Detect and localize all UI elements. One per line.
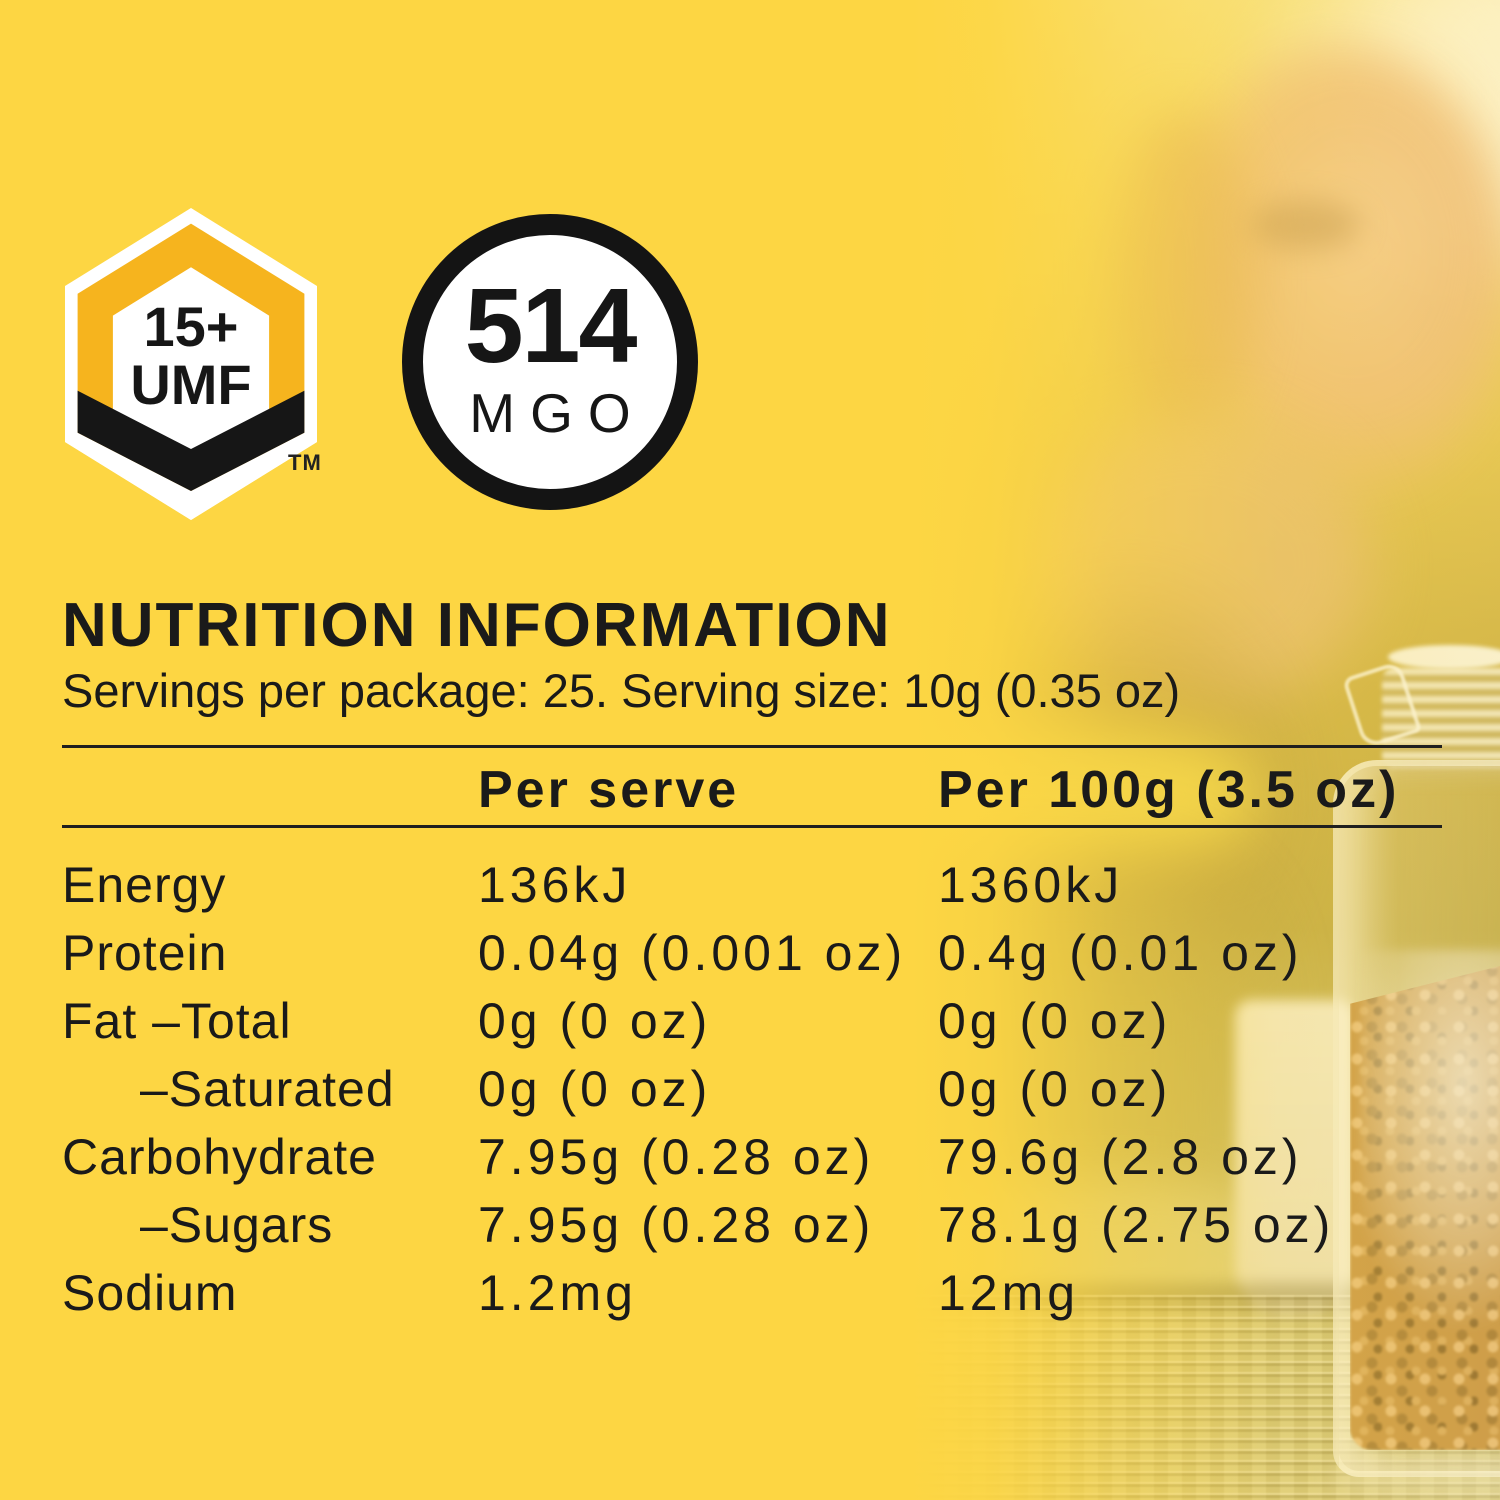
row-per-serve-value: 7.95g (0.28 oz)	[478, 1197, 875, 1253]
umf-trademark: TM	[288, 450, 322, 475]
row-per-100g-value: 79.6g (2.8 oz)	[938, 1129, 1303, 1185]
photo-yellow-wash	[860, 0, 1500, 1500]
table-row: Carbohydrate 7.95g (0.28 oz) 79.6g (2.8 …	[0, 1128, 1500, 1196]
row-label: Energy	[62, 857, 227, 913]
mgo-badge: 514 MGO	[402, 214, 698, 510]
row-per-serve-value: 0g (0 oz)	[478, 1061, 712, 1117]
table-row: Energy 136kJ 1360kJ	[0, 856, 1500, 924]
umf-label: UMF	[130, 353, 251, 416]
mgo-label: MGO	[469, 381, 646, 444]
nutrition-title: NUTRITION INFORMATION	[62, 591, 892, 660]
row-per-serve-value: 0g (0 oz)	[478, 993, 712, 1049]
nutrition-table: Energy 136kJ 1360kJ Protein 0.04g (0.001…	[0, 856, 1500, 1332]
background-photo	[860, 0, 1500, 1500]
row-per-100g-value: 0g (0 oz)	[938, 1061, 1172, 1117]
row-per-100g-value: 12mg	[938, 1265, 1080, 1321]
column-header-per-100g: Per 100g (3.5 oz)	[938, 761, 1400, 819]
umf-chevron	[77, 376, 305, 491]
row-per-serve-value: 1.2mg	[478, 1265, 637, 1321]
row-label: Fat –Total	[62, 993, 292, 1049]
row-per-100g-value: 78.1g (2.75 oz)	[938, 1197, 1335, 1253]
table-row: Sodium 1.2mg 12mg	[0, 1264, 1500, 1332]
table-row: Fat –Total 0g (0 oz) 0g (0 oz)	[0, 992, 1500, 1060]
row-per-100g-value: 0.4g (0.01 oz)	[938, 925, 1303, 981]
row-per-100g-value: 0g (0 oz)	[938, 993, 1172, 1049]
row-label: Carbohydrate	[62, 1129, 377, 1185]
column-header-per-serve: Per serve	[478, 761, 740, 819]
umf-rating: 15+	[144, 295, 239, 358]
row-per-100g-value: 1360kJ	[938, 857, 1124, 913]
divider-top	[62, 745, 1442, 748]
row-label: Sodium	[62, 1265, 238, 1321]
table-row: –Sugars 7.95g (0.28 oz) 78.1g (2.75 oz)	[0, 1196, 1500, 1264]
servings-line: Servings per package: 25. Serving size: …	[62, 664, 1181, 717]
divider-header	[62, 825, 1442, 828]
row-label: –Saturated	[140, 1061, 395, 1117]
umf-hex-inner	[112, 267, 270, 461]
row-label: Protein	[62, 925, 228, 981]
row-per-serve-value: 136kJ	[478, 857, 632, 913]
umf-badge-icon: 15+ UMF	[65, 208, 317, 520]
table-row: Protein 0.04g (0.001 oz) 0.4g (0.01 oz)	[0, 924, 1500, 992]
umf-hex-bottom-white	[65, 418, 317, 520]
row-per-serve-value: 0.04g (0.001 oz)	[478, 925, 907, 981]
table-row: –Saturated 0g (0 oz) 0g (0 oz)	[0, 1060, 1500, 1128]
mgo-value: 514	[464, 267, 638, 386]
row-per-serve-value: 7.95g (0.28 oz)	[478, 1129, 875, 1185]
row-label: –Sugars	[140, 1197, 334, 1253]
